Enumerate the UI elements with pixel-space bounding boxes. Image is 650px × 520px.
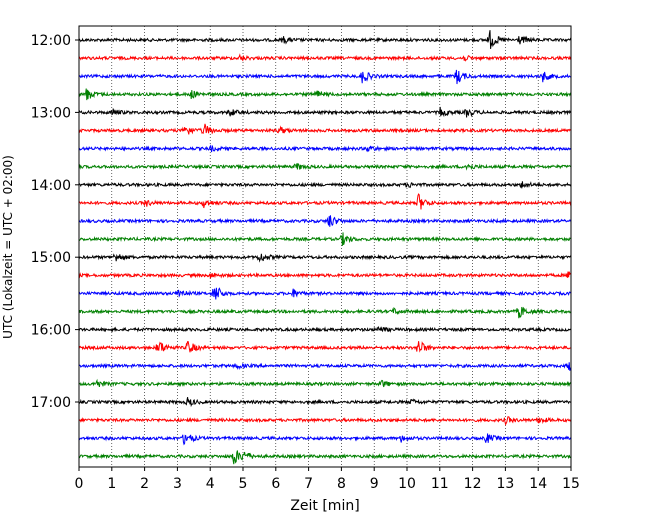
trace-15-30 [78, 287, 572, 300]
trace-17-45 [78, 450, 572, 465]
x-tick-label-11: 11 [431, 476, 449, 492]
y-axis-label: UTC (Lokalzeit = UTC + 02:00) [1, 155, 15, 339]
x-tick-label-14: 14 [529, 476, 547, 492]
trace-16-30 [78, 362, 572, 371]
trace-14-15 [78, 193, 572, 210]
x-tick-label-1: 1 [107, 476, 116, 492]
trace-14-30 [78, 215, 572, 227]
trace-17-15 [78, 416, 572, 426]
x-tick-label-7: 7 [304, 476, 313, 492]
trace-16-45 [78, 378, 572, 388]
trace-15-00 [78, 253, 572, 263]
trace-15-15 [78, 271, 572, 279]
y-tick-label-15-00: 15:00 [31, 250, 71, 266]
trace-14-45 [78, 232, 572, 246]
trace-14-00 [78, 181, 572, 189]
x-tick-label-13: 13 [496, 476, 514, 492]
trace-16-00 [78, 326, 572, 334]
trace-13-45 [78, 162, 572, 171]
x-tick-label-10: 10 [398, 476, 416, 492]
x-tick-label-9: 9 [370, 476, 379, 492]
x-tick-label-6: 6 [271, 476, 280, 492]
x-tick-label-4: 4 [206, 476, 215, 492]
trace-17-00 [78, 397, 572, 408]
trace-13-30 [78, 144, 572, 153]
trace-13-15 [78, 123, 572, 135]
trace-13-00 [78, 106, 572, 118]
y-tick-label-17-00: 17:00 [31, 395, 71, 411]
x-tick-label-8: 8 [337, 476, 346, 492]
y-tick-label-12-00: 12:00 [31, 33, 71, 49]
x-tick-label-2: 2 [140, 476, 149, 492]
trace-12-45 [78, 88, 572, 101]
trace-15-45 [78, 306, 572, 319]
x-axis-ticks: 0 1 2 3 4 5 6 7 8 9 10 11 12 13 14 15 [75, 467, 580, 492]
y-tick-label-14-00: 14:00 [31, 178, 71, 194]
trace-12-30 [78, 69, 572, 85]
trace-17-30 [78, 433, 572, 446]
trace-12-00 [78, 30, 572, 49]
x-tick-label-3: 3 [173, 476, 182, 492]
y-tick-label-13-00: 13:00 [31, 105, 71, 121]
y-tick-label-16-00: 16:00 [31, 323, 71, 339]
x-tick-label-12: 12 [464, 476, 482, 492]
y-axis-ticks: 12:00 13:00 14:00 15:00 16:00 17:00 [31, 33, 79, 411]
trace-16-15 [78, 341, 572, 353]
x-tick-label-15: 15 [562, 476, 580, 492]
trace-12-15 [78, 53, 572, 62]
seismic-traces [78, 30, 572, 465]
x-tick-label-0: 0 [75, 476, 84, 492]
x-tick-label-5: 5 [239, 476, 248, 492]
x-axis-label: Zeit [min] [290, 498, 359, 514]
plot-frame [78, 25, 572, 468]
